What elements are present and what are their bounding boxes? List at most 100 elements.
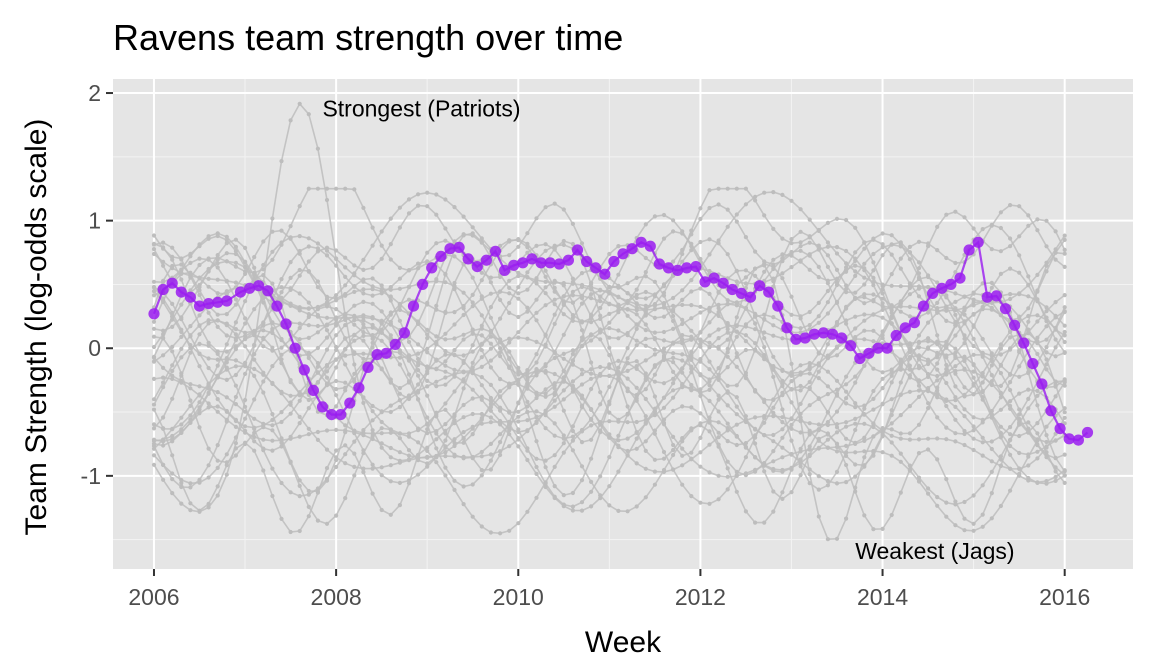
other-team-point xyxy=(379,330,384,335)
other-team-point xyxy=(743,333,749,338)
other-team-point xyxy=(589,296,594,301)
other-team-point xyxy=(907,285,913,291)
other-team-point xyxy=(798,207,803,212)
other-team-point xyxy=(1053,382,1058,387)
other-team-point xyxy=(671,369,676,374)
other-team-point xyxy=(816,422,821,427)
other-team-point xyxy=(379,367,384,372)
other-team-point xyxy=(443,473,448,478)
other-team-point xyxy=(352,322,357,327)
other-team-point xyxy=(680,453,685,458)
other-team-point xyxy=(534,310,539,315)
other-team-point xyxy=(379,309,384,314)
other-team-point xyxy=(151,355,157,360)
other-team-point xyxy=(306,397,311,403)
other-team-point xyxy=(343,496,348,501)
other-team-point xyxy=(270,466,275,471)
other-team-point xyxy=(379,441,384,446)
other-team-point xyxy=(461,402,466,408)
other-team-point xyxy=(652,352,658,357)
other-team-point xyxy=(488,530,493,535)
other-team-point xyxy=(397,391,402,396)
other-team-point xyxy=(725,354,730,359)
other-team-point xyxy=(361,433,366,438)
other-team-point xyxy=(762,190,767,195)
other-team-point xyxy=(762,269,767,274)
other-team-point xyxy=(1053,474,1058,480)
other-team-point xyxy=(443,331,448,336)
ravens-point xyxy=(417,278,429,290)
other-team-point xyxy=(361,291,366,296)
other-team-point xyxy=(324,521,330,526)
other-team-point xyxy=(853,326,858,331)
other-team-point xyxy=(498,449,503,454)
other-team-point xyxy=(352,473,357,478)
other-team-point xyxy=(935,457,940,462)
other-team-point xyxy=(224,452,229,457)
other-team-point xyxy=(589,371,594,376)
other-team-point xyxy=(916,422,922,427)
other-team-point xyxy=(844,318,849,323)
other-team-point xyxy=(252,416,257,421)
other-team-point xyxy=(907,404,913,409)
other-team-point xyxy=(862,261,867,266)
other-team-point xyxy=(233,251,238,257)
other-team-point xyxy=(980,380,985,385)
other-team-point xyxy=(589,367,594,372)
other-team-point xyxy=(689,278,694,283)
other-team-point xyxy=(388,463,393,468)
other-team-point xyxy=(862,363,867,368)
other-team-point xyxy=(161,365,166,370)
other-team-point xyxy=(252,342,257,347)
ravens-point xyxy=(380,347,392,359)
other-team-point xyxy=(1062,233,1067,238)
other-team-point xyxy=(689,450,694,455)
other-team-point xyxy=(825,300,831,305)
other-team-point xyxy=(771,366,776,371)
ravens-point xyxy=(526,253,538,265)
other-team-point xyxy=(1035,443,1040,448)
other-team-point xyxy=(616,302,621,307)
other-team-point xyxy=(716,374,721,379)
other-team-point xyxy=(397,265,402,270)
other-team-point xyxy=(443,337,448,342)
other-team-point xyxy=(361,470,366,475)
other-team-point xyxy=(834,409,840,414)
other-team-point xyxy=(689,382,694,388)
other-team-point xyxy=(215,409,220,414)
other-team-point xyxy=(370,409,375,414)
other-team-point xyxy=(853,269,858,274)
other-team-point xyxy=(534,352,539,357)
other-team-point xyxy=(434,410,439,415)
other-team-point xyxy=(798,314,803,319)
other-team-point xyxy=(170,349,175,354)
other-team-point xyxy=(406,285,412,290)
other-team-point xyxy=(252,265,257,270)
other-team-point xyxy=(1053,257,1058,262)
other-team-point xyxy=(516,296,521,301)
other-team-point xyxy=(579,338,585,343)
other-team-point xyxy=(825,278,831,283)
other-team-point xyxy=(561,207,566,212)
other-team-point xyxy=(935,503,940,508)
other-team-point xyxy=(343,265,348,270)
other-team-point xyxy=(461,430,466,435)
other-team-point xyxy=(926,401,931,406)
other-team-point xyxy=(397,460,402,465)
other-team-point xyxy=(379,473,384,478)
other-team-point xyxy=(552,321,557,326)
other-team-point xyxy=(989,280,994,285)
other-team-point xyxy=(261,423,266,428)
other-team-point xyxy=(643,439,648,444)
other-team-point xyxy=(834,481,840,486)
other-team-point xyxy=(971,369,976,374)
other-team-point xyxy=(625,412,630,417)
x-tick-label: 2008 xyxy=(311,584,362,610)
other-team-point xyxy=(689,388,694,393)
other-team-point xyxy=(388,455,393,460)
other-team-point xyxy=(498,339,503,344)
other-team-point xyxy=(243,337,248,342)
ravens-point xyxy=(781,322,793,334)
other-team-point xyxy=(589,437,594,442)
